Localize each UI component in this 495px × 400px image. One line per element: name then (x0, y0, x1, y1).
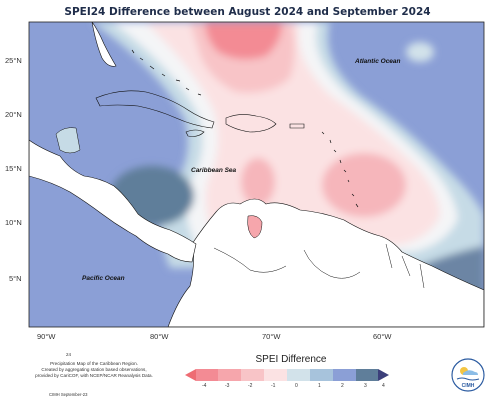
legend-bin-neg1 (264, 369, 287, 381)
legend-tick: -3 (225, 383, 230, 389)
logo-text: CIMH (462, 383, 475, 389)
footer-line: Precipitation Map of the Caribbean Regio… (50, 361, 138, 366)
south-america-landmass (167, 198, 484, 327)
negative-central-patch (241, 158, 275, 206)
atlantic-ocean-label: Atlantic Ocean (354, 58, 401, 65)
footer-number: 24 (66, 352, 72, 357)
lake-maracaibo (247, 215, 263, 239)
yucatan-peninsula (55, 127, 81, 154)
map-frame (29, 22, 484, 327)
latitude-axis: 25°N 20°N 15°N 10°N 5°N (5, 56, 22, 283)
cuba-outline (95, 90, 215, 129)
legend-tick: -2 (248, 383, 253, 389)
lat-tick-10n: 10°N (5, 218, 22, 227)
lat-tick-5n: 5°N (9, 274, 22, 283)
legend-arrow-right (378, 369, 389, 381)
central-america-landmass (29, 139, 197, 263)
bahamas-islands (131, 49, 202, 96)
legend-colorbar: -4 -3 -2 -1 0 1 2 3 4 (185, 369, 389, 389)
negative-east-patch (322, 153, 406, 217)
legend-tick: 2 (341, 383, 344, 389)
lon-tick-60w: 60°W (373, 332, 392, 341)
legend-bin-neg3 (218, 369, 241, 381)
legend-bin-pos3 (333, 369, 356, 381)
legend-tick: 4 (382, 383, 385, 389)
lesser-antilles (321, 131, 359, 208)
legend-tick: 3 (364, 383, 367, 389)
lon-tick-70w: 70°W (262, 332, 281, 341)
cimh-logo: CIMH (451, 358, 485, 392)
lat-tick-15n: 15°N (5, 164, 22, 173)
lon-tick-80w: 80°W (150, 332, 169, 341)
longitude-axis: 90°W 80°W 70°W 60°W (37, 332, 392, 341)
legend-bin-neg4 (196, 369, 218, 381)
map-border (28, 21, 485, 328)
legend-tick: -4 (202, 383, 207, 389)
florida-peninsula (91, 22, 117, 67)
lat-tick-25n: 25°N (5, 56, 22, 65)
legend-bin-neg2 (241, 369, 264, 381)
country-borders (213, 247, 361, 279)
lat-tick-20n: 20°N (5, 110, 22, 119)
legend-bin-pos1 (287, 369, 310, 381)
guianas-borders (385, 243, 425, 289)
footer-line: Created by aggregating station based obs… (41, 367, 147, 372)
legend-title: SPEI Difference (255, 354, 327, 365)
legend-tick: 1 (318, 383, 321, 389)
light-atlantic-patch (406, 42, 434, 62)
map-title: SPEI24 Difference between August 2024 an… (64, 6, 431, 18)
strong-negative-patch (205, 22, 282, 60)
jamaica-outline (185, 129, 205, 137)
legend-bin-pos4 (356, 369, 378, 381)
footer-citation: CIMH September-23 (49, 392, 88, 397)
legend-bin-pos2 (310, 369, 333, 381)
footer-line: provided by CariCOF, with NCEP/NCAR Rean… (35, 373, 153, 378)
caribbean-sea-label: Caribbean Sea (191, 167, 237, 174)
legend-tick: 0 (295, 383, 298, 389)
hispaniola-outline (225, 114, 277, 133)
legend-tick: -1 (271, 383, 276, 389)
lon-tick-90w: 90°W (37, 332, 56, 341)
footer-description: Precipitation Map of the Caribbean Regio… (14, 361, 174, 379)
pacific-ocean-label: Pacific Ocean (82, 275, 125, 282)
legend-arrow-left (185, 369, 196, 381)
puerto-rico-outline (289, 123, 305, 129)
